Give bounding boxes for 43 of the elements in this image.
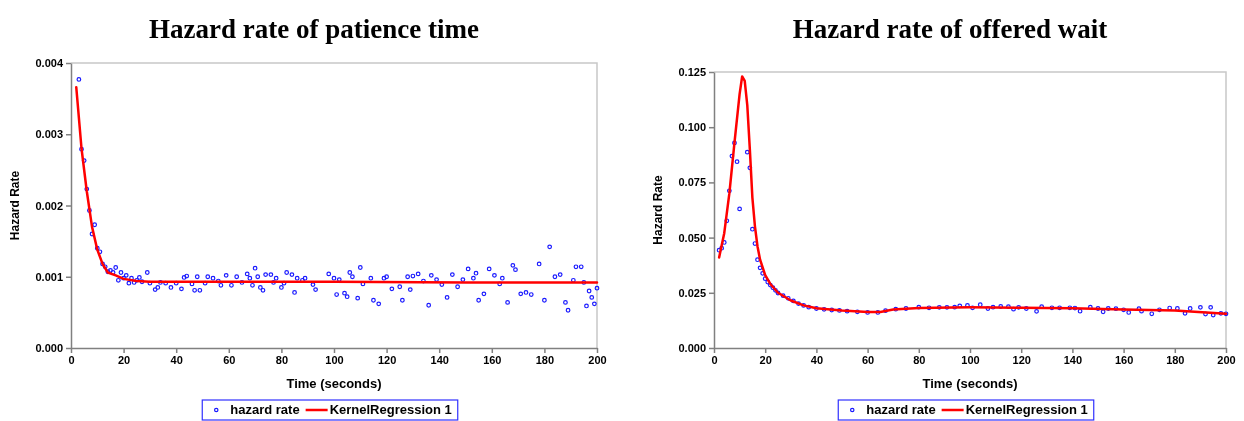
y-tick-label: 0.004 xyxy=(35,57,64,70)
x-tick-label: 140 xyxy=(1063,353,1083,366)
x-tick-label: 40 xyxy=(810,353,824,366)
y-axis-title: Hazard Rate xyxy=(651,175,665,245)
y-tick-label: 0.003 xyxy=(35,128,63,141)
x-tick-label: 100 xyxy=(325,353,344,366)
x-tick-label: 60 xyxy=(223,353,236,366)
y-tick-label: 0.025 xyxy=(678,286,706,299)
x-tick-label: 160 xyxy=(483,353,502,366)
y-tick-label: 0.050 xyxy=(678,231,706,244)
x-tick-label: 180 xyxy=(1166,353,1185,366)
x-tick-label: 140 xyxy=(430,353,449,366)
legend-label: KernelRegression 1 xyxy=(329,402,452,417)
chart-title: Hazard rate of offered wait xyxy=(792,14,1108,44)
x-tick-label: 0 xyxy=(68,353,75,366)
x-tick-label: 200 xyxy=(588,353,607,366)
x-tick-label: 20 xyxy=(117,353,131,366)
y-tick-label: 0.100 xyxy=(678,121,706,134)
x-tick-label: 120 xyxy=(377,353,397,366)
legend-label: KernelRegression 1 xyxy=(965,402,1088,417)
legend-label: hazard rate xyxy=(230,402,300,417)
x-axis-title: Time (seconds) xyxy=(922,376,1018,391)
x-tick-label: 60 xyxy=(861,353,875,366)
x-tick-label: 80 xyxy=(913,353,926,366)
x-tick-label: 80 xyxy=(275,353,289,366)
y-tick-label: 0.001 xyxy=(35,270,63,283)
legend-label: hazard rate xyxy=(866,402,936,417)
y-tick-label: 0.075 xyxy=(678,176,706,189)
x-tick-label: 160 xyxy=(1114,353,1134,366)
x-tick-label: 120 xyxy=(1012,353,1031,366)
chart-title: Hazard rate of patience time xyxy=(149,14,479,44)
x-tick-label: 0 xyxy=(711,353,718,366)
y-tick-label: 0.000 xyxy=(678,342,706,355)
y-axis-title: Hazard Rate xyxy=(8,170,22,241)
x-tick-label: 100 xyxy=(961,353,980,366)
x-tick-label: 200 xyxy=(1217,353,1236,366)
x-axis-title: Time (seconds) xyxy=(286,376,382,391)
x-tick-label: 180 xyxy=(535,353,555,366)
y-tick-label: 0.125 xyxy=(678,66,706,79)
x-tick-label: 40 xyxy=(170,353,183,366)
x-tick-label: 20 xyxy=(759,353,772,366)
y-tick-label: 0.002 xyxy=(35,199,63,212)
y-tick-label: 0.000 xyxy=(35,342,63,355)
